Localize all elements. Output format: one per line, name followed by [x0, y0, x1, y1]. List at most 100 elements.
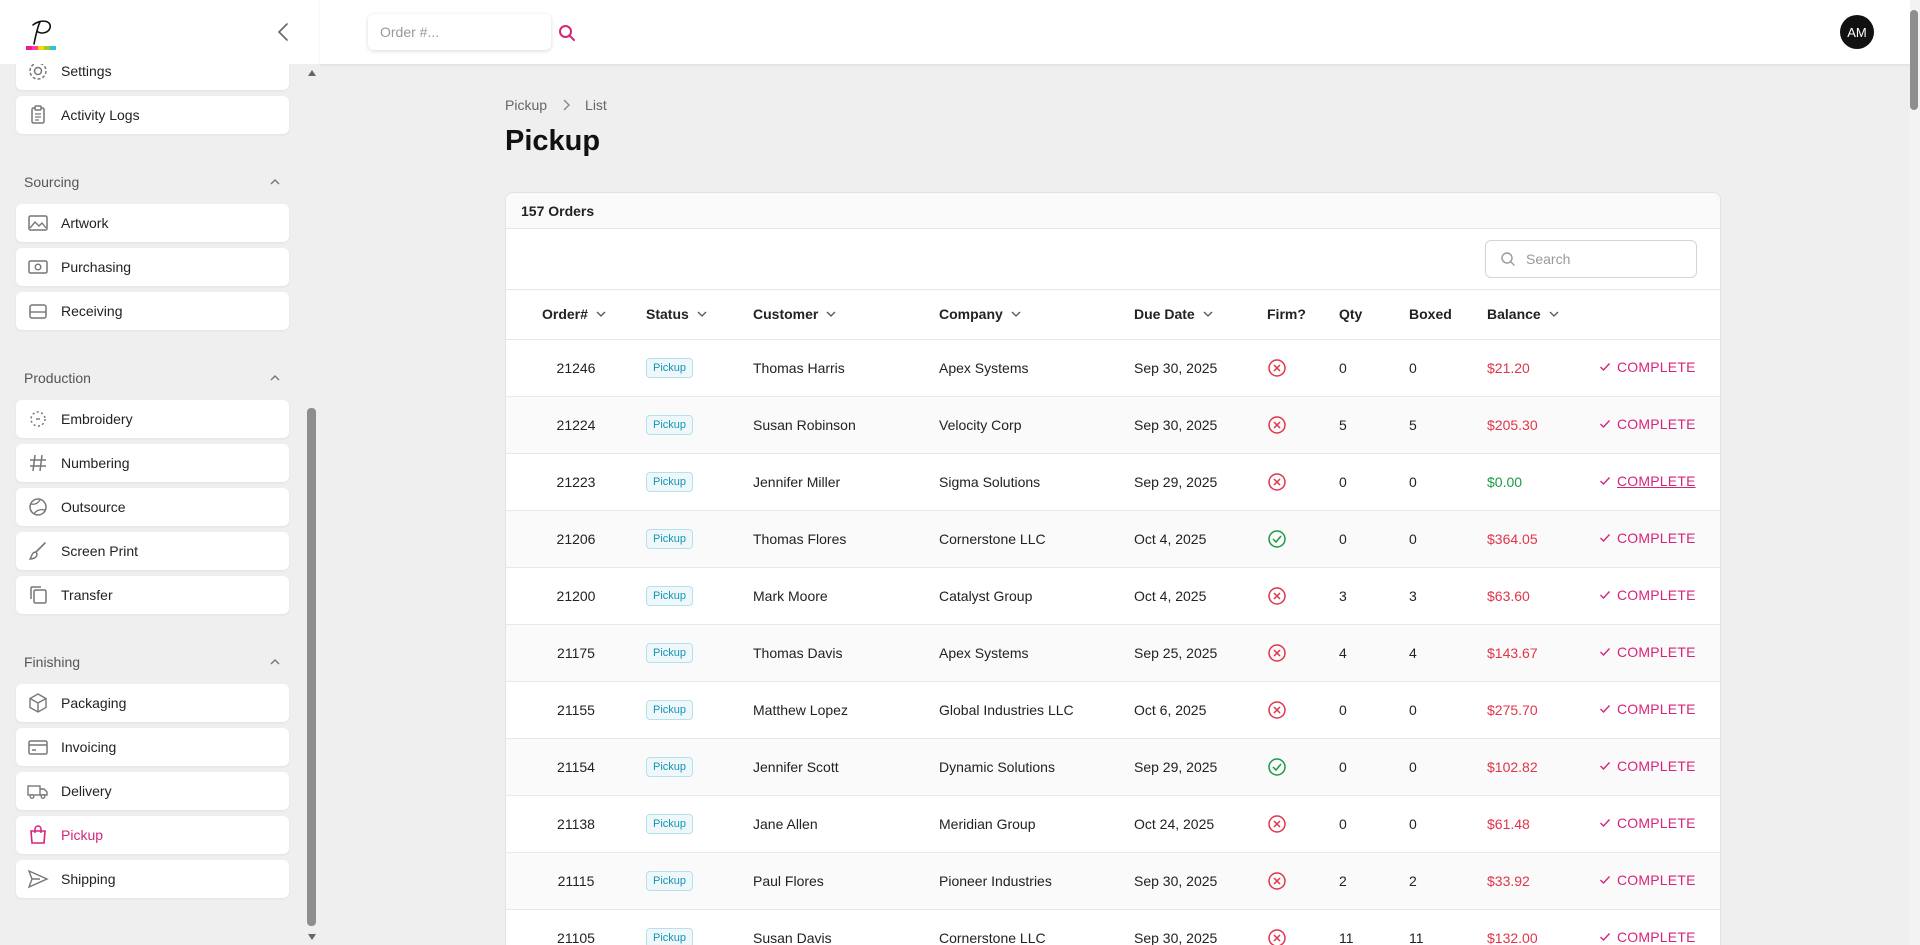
column-header-duedate[interactable]: Due Date — [1134, 290, 1267, 339]
sidebar-item-artwork[interactable]: Artwork — [16, 204, 289, 242]
order-number-search-input[interactable] — [368, 14, 551, 50]
table-row[interactable]: 21115 Pickup Paul Flores Pioneer Industries… — [506, 852, 1720, 909]
x-circle-icon — [1268, 358, 1286, 377]
table-search-input[interactable] — [1526, 251, 1686, 267]
order-number[interactable]: 21115 — [557, 872, 595, 889]
boxed: 0 — [1409, 758, 1417, 775]
sidebar-item-numbering[interactable]: Numbering — [16, 444, 289, 482]
order-number[interactable]: 21200 — [556, 587, 596, 604]
avatar[interactable]: AM — [1840, 15, 1874, 49]
breadcrumb-pickup-link[interactable]: Pickup — [505, 97, 548, 113]
column-header-status[interactable]: Status — [646, 290, 753, 339]
status-badge: Pickup — [646, 813, 694, 834]
action-cell: COMPLETE — [1599, 510, 1720, 567]
sidebar-item-embroidery[interactable]: Embroidery — [16, 400, 289, 438]
sidebar-item-screen-print[interactable]: Screen Print — [16, 532, 289, 570]
complete-button[interactable]: COMPLETE — [1599, 359, 1696, 375]
sidebar-item-outsource[interactable]: Outsource — [16, 488, 289, 526]
column-header-order[interactable]: Order# — [506, 290, 646, 339]
sidebar-section-production[interactable]: Production — [24, 368, 282, 388]
firm-cell — [1267, 396, 1339, 453]
customer-name: Mark Moore — [753, 587, 828, 604]
chevron-up-icon[interactable] — [268, 655, 282, 669]
due-date: Oct 24, 2025 — [1134, 815, 1215, 832]
table-row[interactable]: 21138 Pickup Jane Allen Meridian Group Oct 2… — [506, 795, 1720, 852]
order-number[interactable]: 21223 — [556, 473, 596, 490]
scroll-down-arrow-icon[interactable] — [307, 932, 317, 942]
table-row[interactable]: 21246 Pickup Thomas Harris Apex Systems Sep … — [506, 339, 1720, 396]
sidebar-item-settings[interactable]: Settings — [16, 64, 289, 90]
check-icon — [1600, 534, 1611, 543]
complete-button[interactable]: COMPLETE — [1599, 587, 1696, 603]
complete-button[interactable]: COMPLETE — [1599, 644, 1696, 660]
table-row[interactable]: 21224 Pickup Susan Robinson Velocity Corp Se… — [506, 396, 1720, 453]
sidebar-item-invoicing[interactable]: Invoicing — [16, 728, 289, 766]
sidebar-item-shipping[interactable]: Shipping — [16, 860, 289, 898]
sidebar-item-delivery[interactable]: Delivery — [16, 772, 289, 810]
column-header-balance[interactable]: Balance — [1487, 290, 1599, 339]
chevron-left-icon[interactable] — [272, 20, 296, 44]
order-number[interactable]: 21138 — [557, 815, 595, 832]
firm-cell — [1267, 681, 1339, 738]
table-row[interactable]: 21154 Pickup Jennifer Scott Dynamic Solutio… — [506, 738, 1720, 795]
order-number[interactable]: 21175 — [557, 644, 595, 661]
scroll-up-arrow-icon[interactable] — [307, 68, 317, 78]
chevron-up-icon[interactable] — [268, 371, 282, 385]
qty: 0 — [1339, 530, 1347, 547]
chevron-up-icon[interactable] — [268, 175, 282, 189]
order-number[interactable]: 21154 — [557, 758, 595, 775]
column-header-customer[interactable]: Customer — [753, 290, 939, 339]
complete-button[interactable]: COMPLETE — [1599, 701, 1696, 717]
sidebar-item-receiving[interactable]: Receiving — [16, 292, 289, 330]
search-icon[interactable] — [558, 24, 576, 42]
brush-icon — [25, 538, 51, 564]
sidebar-scrollbar-thumb[interactable] — [307, 408, 316, 926]
order-number[interactable]: 21224 — [556, 416, 596, 433]
page-scrollbar-track[interactable] — [1910, 0, 1920, 945]
money-icon — [25, 254, 51, 280]
sidebar-item-pickup[interactable]: Pickup — [16, 816, 289, 854]
order-number[interactable]: 21206 — [556, 530, 596, 547]
table-search-box[interactable] — [1485, 240, 1697, 278]
qty: 0 — [1339, 473, 1347, 490]
complete-button[interactable]: COMPLETE — [1599, 416, 1696, 432]
complete-button[interactable]: COMPLETE — [1599, 872, 1696, 888]
column-header-qty: Qty — [1339, 290, 1409, 339]
table-row[interactable]: 21206 Pickup Thomas Flores Cornerstone LLC O… — [506, 510, 1720, 567]
chevron-down-icon — [1549, 311, 1559, 318]
complete-button[interactable]: COMPLETE — [1599, 929, 1696, 945]
order-number[interactable]: 21246 — [556, 359, 596, 376]
sidebar-item-purchasing[interactable]: Purchasing — [16, 248, 289, 286]
table-row[interactable]: 21200 Pickup Mark Moore Catalyst Group Oct 4… — [506, 567, 1720, 624]
page-scrollbar-thumb[interactable] — [1910, 10, 1918, 110]
column-header-action — [1599, 290, 1720, 339]
sidebar-item-transfer[interactable]: Transfer — [16, 576, 289, 614]
complete-button[interactable]: COMPLETE — [1599, 530, 1696, 546]
column-header-company[interactable]: Company — [939, 290, 1134, 339]
complete-button[interactable]: COMPLETE — [1599, 473, 1696, 489]
order-number[interactable]: 21155 — [557, 701, 595, 718]
table-row[interactable]: 21175 Pickup Thomas Davis Apex Systems Sep 2… — [506, 624, 1720, 681]
status-badge: Pickup — [646, 528, 694, 549]
order-number[interactable]: 21105 — [557, 929, 595, 945]
balance: $132.00 — [1487, 929, 1538, 945]
sidebar-section-sourcing[interactable]: Sourcing — [24, 172, 282, 192]
customer-name: Thomas Davis — [753, 644, 843, 661]
complete-button[interactable]: COMPLETE — [1599, 758, 1696, 774]
p-logo-icon[interactable] — [24, 16, 60, 52]
embroidery-icon — [25, 406, 51, 432]
complete-button[interactable]: COMPLETE — [1599, 815, 1696, 831]
x-circle-icon — [1268, 871, 1286, 890]
table-row[interactable]: 21155 Pickup Matthew Lopez Global Industrie… — [506, 681, 1720, 738]
sidebar-item-activity-logs[interactable]: Activity Logs — [16, 96, 289, 134]
x-circle-icon — [1268, 700, 1286, 719]
sidebar-item-packaging[interactable]: Packaging — [16, 684, 289, 722]
table-row[interactable]: 21105 Pickup Susan Davis Cornerstone LLC Sep… — [506, 909, 1720, 945]
sidebar-section-finishing[interactable]: Finishing — [24, 652, 282, 672]
column-header-label: Customer — [753, 306, 819, 323]
check-icon — [1600, 477, 1611, 486]
action-cell: COMPLETE — [1599, 852, 1720, 909]
sidebar-section-title: Production — [24, 370, 91, 386]
check-icon — [1600, 762, 1611, 771]
table-row[interactable]: 21223 Pickup Jennifer Miller Sigma Solution… — [506, 453, 1720, 510]
